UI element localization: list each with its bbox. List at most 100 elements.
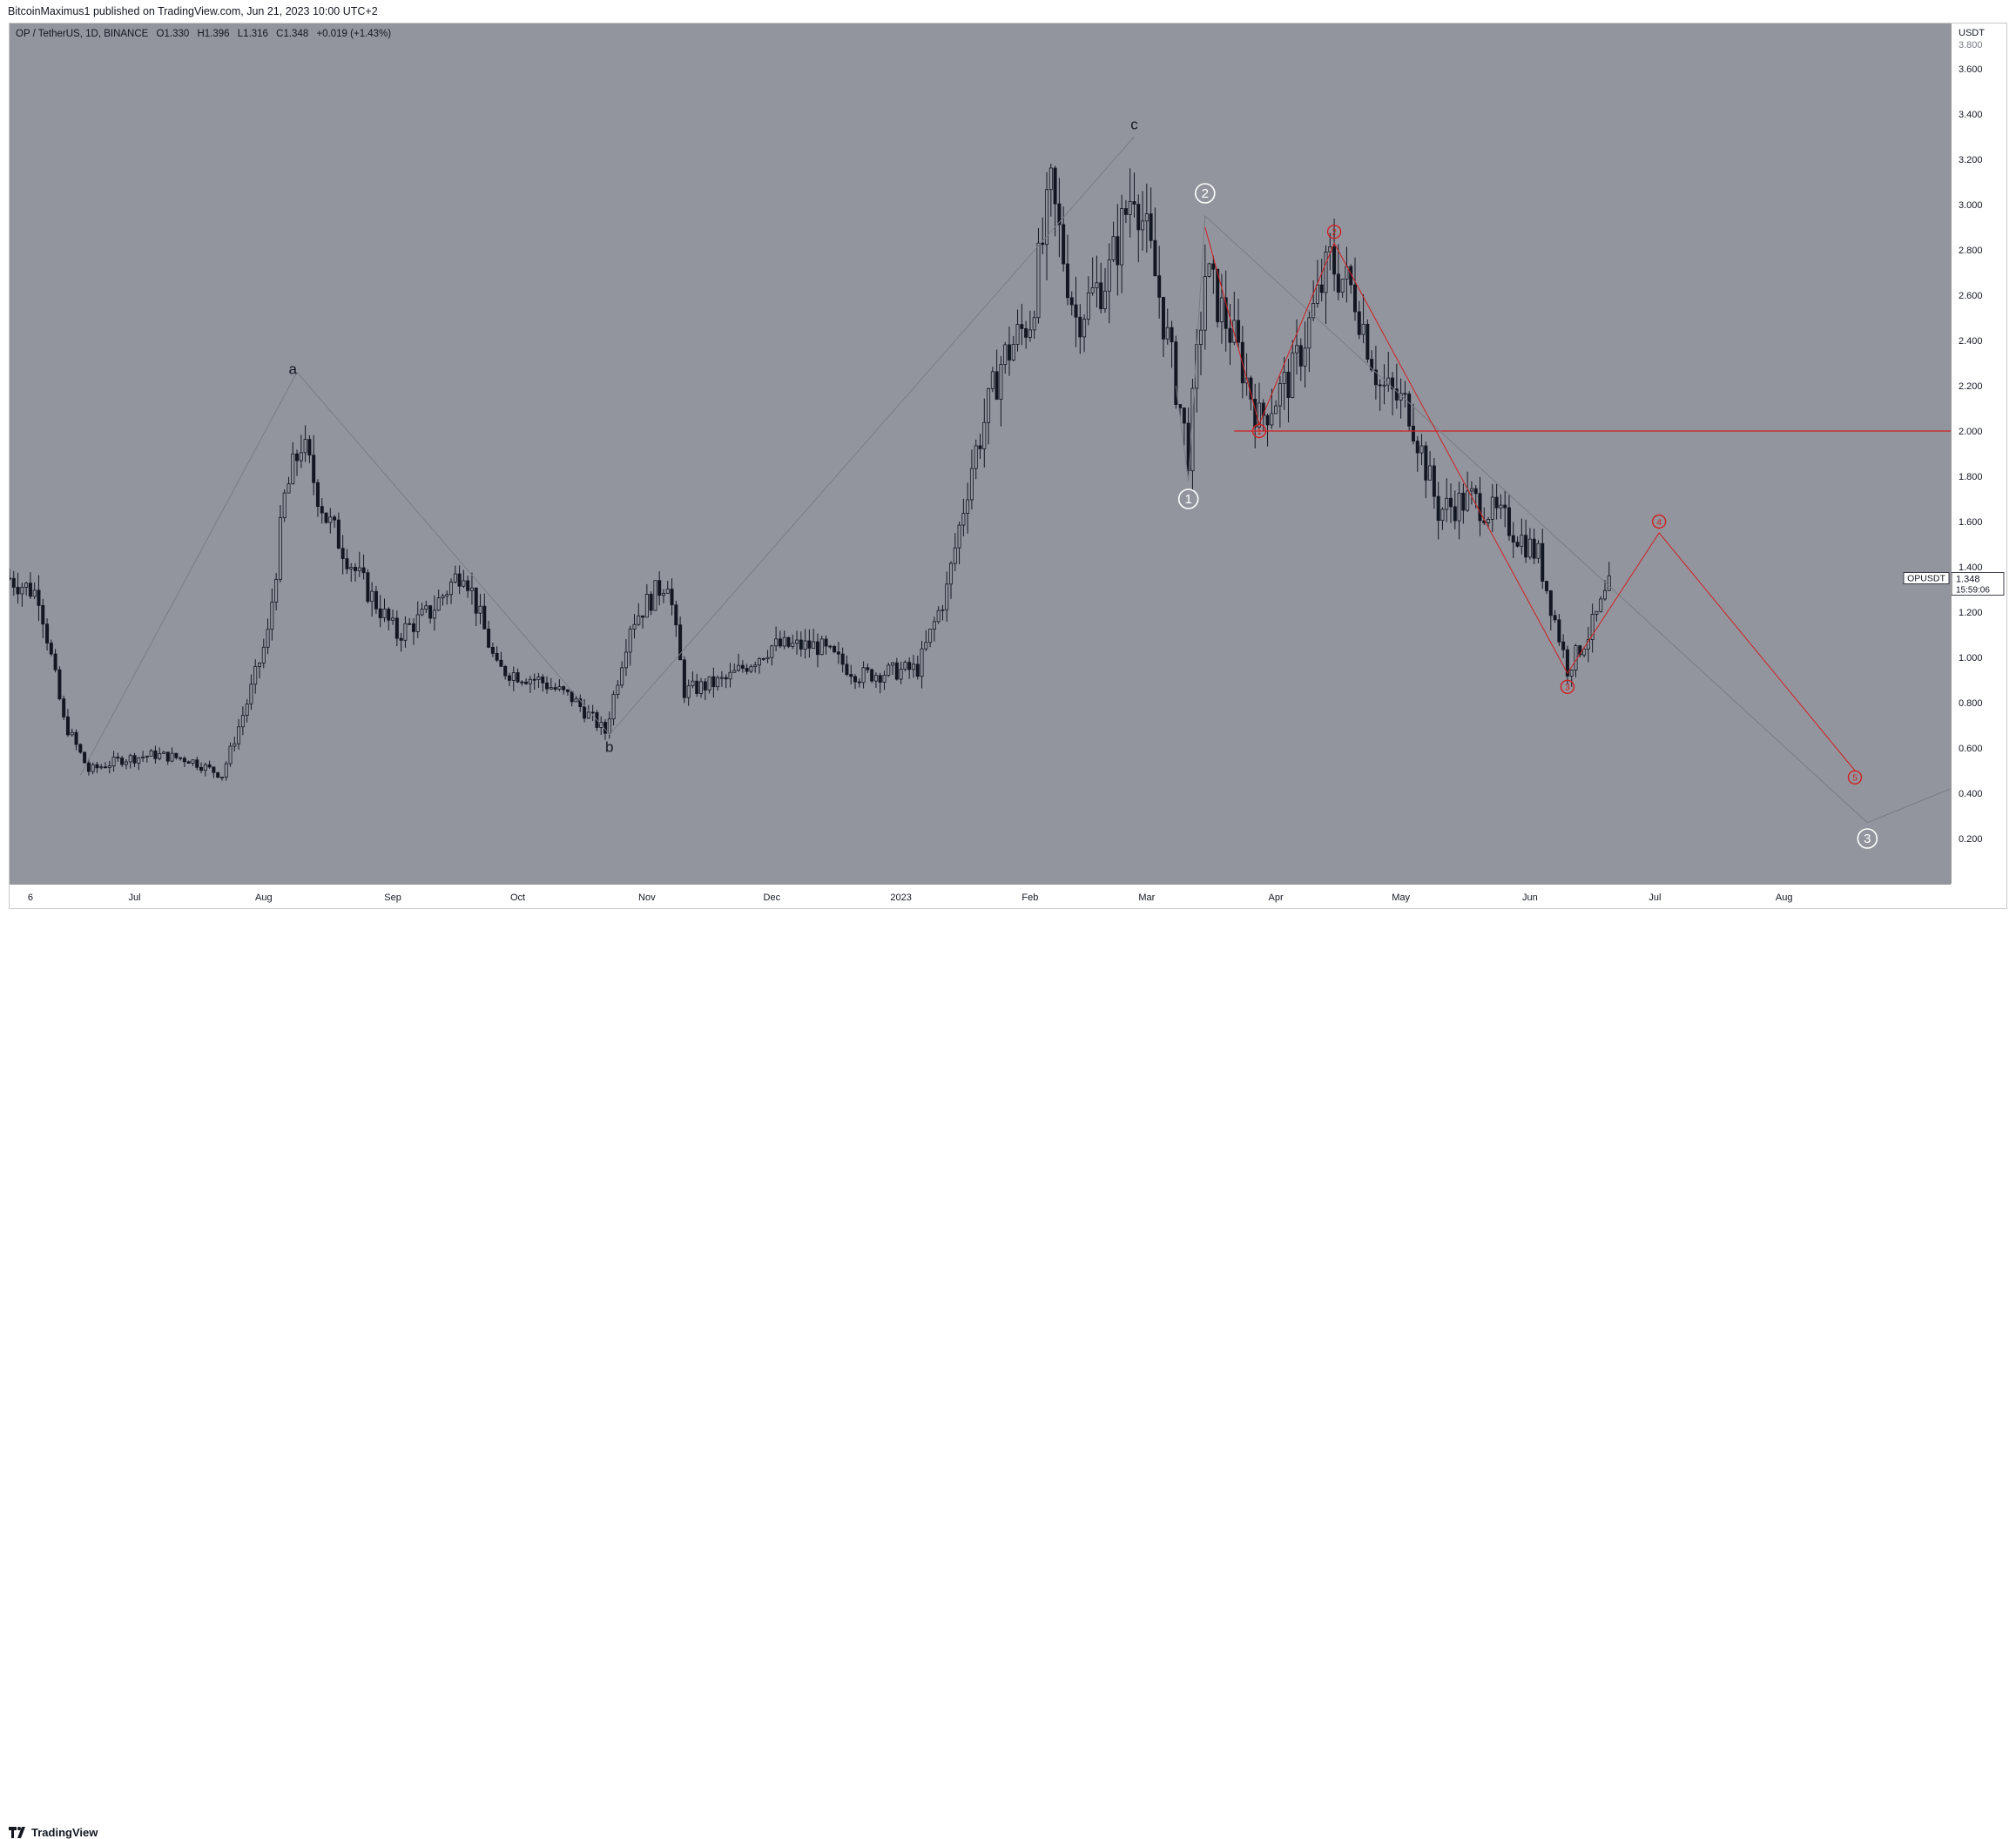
candle-body [1432, 465, 1436, 497]
time-axis[interactable]: 6 Jul Aug Sep Oct Nov Dec 2023 Feb Mar Apr May Jun Ju… [10, 884, 1951, 908]
candle-body [570, 690, 574, 703]
candle-body [1199, 329, 1204, 345]
candle-body [340, 548, 345, 559]
candle-body [1511, 535, 1515, 543]
candle-body [545, 682, 550, 690]
candle-body [1261, 402, 1265, 416]
candle-body [74, 731, 78, 745]
candle-body [791, 643, 795, 647]
candle-body [995, 371, 999, 400]
candle-body [1141, 220, 1145, 231]
wave-circle-red [1251, 423, 1267, 439]
candle-body [1295, 345, 1299, 354]
candle-body [907, 662, 912, 670]
candle-body [840, 653, 845, 665]
candle-body [1602, 589, 1607, 600]
candle-body [191, 759, 195, 764]
candle-body [1373, 369, 1378, 386]
tradingview-logo[interactable]: TradingView [9, 1826, 98, 1839]
price-axis[interactable]: USDT 3.800 3.600 3.400 3.200 3.000 2.800 2.600 2… [1951, 24, 2006, 884]
price-tick: 3.000 [1959, 200, 1983, 211]
candle-body [1041, 242, 1045, 246]
candle-body [899, 669, 903, 680]
candle-body [1411, 425, 1415, 441]
candle-body [445, 594, 449, 596]
candle-body [78, 744, 83, 753]
candle-body [1407, 394, 1412, 427]
candle-body [1120, 208, 1124, 266]
candle-body [253, 666, 258, 685]
candle-body [403, 623, 408, 641]
candle-body [1074, 304, 1078, 318]
candle-body [466, 580, 470, 591]
candle-body [969, 468, 974, 501]
price-tag-box [1952, 572, 2005, 596]
symbol-tag: OPUSDT [1907, 574, 1945, 584]
candle-body [170, 752, 174, 762]
candle-body [1428, 465, 1433, 481]
candle-body [1386, 377, 1391, 386]
price-tick: 2.600 [1959, 291, 1983, 301]
candle-body [799, 639, 803, 650]
candle-body [1590, 614, 1595, 640]
candle-body [453, 573, 457, 583]
wave-label-c: c [1130, 116, 1138, 132]
candle-body [520, 681, 524, 684]
candle-body [324, 512, 328, 523]
wave-circle-white [1857, 828, 1878, 849]
candle-body [469, 587, 474, 591]
price-tick: 1.600 [1959, 517, 1983, 528]
candle-body [770, 645, 774, 658]
candle-body [411, 623, 415, 632]
candle-body [536, 677, 541, 680]
candle-body [745, 668, 749, 672]
candle-body [1011, 343, 1015, 360]
candle-body [532, 678, 536, 681]
candle-body [1157, 275, 1162, 298]
candle-body [387, 609, 391, 621]
candle-body [195, 759, 199, 768]
candle-body [1020, 324, 1024, 329]
candle-body [1565, 649, 1569, 677]
candle-body [1541, 542, 1545, 582]
candle-body [382, 609, 387, 618]
candle-body [861, 667, 866, 684]
candle-body [65, 716, 70, 736]
time-tick: Dec [764, 893, 781, 903]
wave-circle-white [1194, 183, 1216, 204]
candle-body [1449, 497, 1453, 508]
candle-body [528, 678, 532, 684]
candle-body [699, 681, 704, 694]
candle-body [782, 637, 786, 647]
legend-open-value: 1.330 [164, 29, 190, 39]
wave-path-1 [1175, 214, 1951, 824]
candle-body [487, 628, 491, 648]
legend-low-label: L [237, 29, 244, 39]
candle-body [436, 597, 441, 611]
candle-body [611, 694, 616, 720]
candle-body [62, 698, 66, 717]
wave-label-red-2: 2 [1332, 227, 1337, 238]
candle-body [1536, 542, 1541, 559]
candle-body [678, 624, 683, 661]
candle-body [345, 558, 349, 569]
candle-body [761, 657, 765, 660]
candle-body [228, 745, 233, 765]
candle-body [1128, 201, 1132, 215]
candle-body [836, 651, 840, 655]
candle-body [507, 675, 511, 681]
candle-body [878, 675, 882, 683]
candle-body [707, 676, 711, 690]
candle-body [1582, 648, 1587, 656]
chart-plot-area[interactable]: a b c 1 2 3 1 2 3 4 5 OPUSDT [10, 24, 1951, 884]
candle-body [1219, 297, 1224, 323]
candle-body [449, 581, 454, 596]
candle-body [137, 757, 141, 764]
candle-body [924, 642, 928, 650]
candle-body [1578, 645, 1582, 656]
candle-body [1165, 327, 1170, 340]
candle-body [974, 445, 978, 469]
candle-body [740, 664, 745, 669]
candle-body [357, 567, 361, 571]
candle-body [1123, 208, 1128, 215]
